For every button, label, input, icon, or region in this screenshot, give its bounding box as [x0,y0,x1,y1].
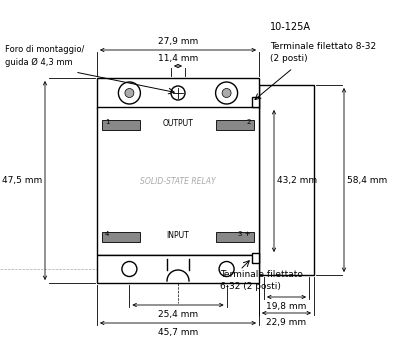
Bar [216,232,254,242]
Bar [102,120,140,130]
Text: 43,2 mm: 43,2 mm [277,176,317,185]
Text: 58,4 mm: 58,4 mm [347,175,387,184]
Bar [97,78,259,108]
Bar [97,107,259,255]
Bar [252,97,259,107]
Text: 22,9 mm: 22,9 mm [266,318,306,327]
Text: 4: 4 [105,231,109,237]
Text: 25,4 mm: 25,4 mm [158,310,198,319]
Text: SOLID-STATE RELAY: SOLID-STATE RELAY [140,176,216,185]
Text: 47,5 mm: 47,5 mm [2,176,42,185]
Text: 1: 1 [105,119,110,125]
Text: 10-125A: 10-125A [270,22,310,32]
Bar [216,120,254,130]
Text: 45,7 mm: 45,7 mm [158,328,198,337]
Text: 19,8 mm: 19,8 mm [266,302,307,311]
Text: Foro di montaggio/
guida Ø 4,3 mm: Foro di montaggio/ guida Ø 4,3 mm [5,45,84,67]
Text: 27,9 mm: 27,9 mm [158,37,198,46]
Text: 3 +: 3 + [238,231,251,237]
Text: 2: 2 [247,119,251,125]
Text: INPUT: INPUT [167,231,189,240]
Bar [102,232,140,242]
Circle shape [222,89,231,97]
Bar [259,85,314,275]
Text: Terminale filettato 8-32
(2 posti): Terminale filettato 8-32 (2 posti) [270,42,376,63]
Text: Terminale filettato
6-32 (2 posti): Terminale filettato 6-32 (2 posti) [220,270,303,291]
Circle shape [125,89,134,97]
Text: 11,4 mm: 11,4 mm [158,54,198,63]
Text: OUTPUT: OUTPUT [163,119,193,128]
Bar [97,255,259,283]
Bar [252,253,259,263]
